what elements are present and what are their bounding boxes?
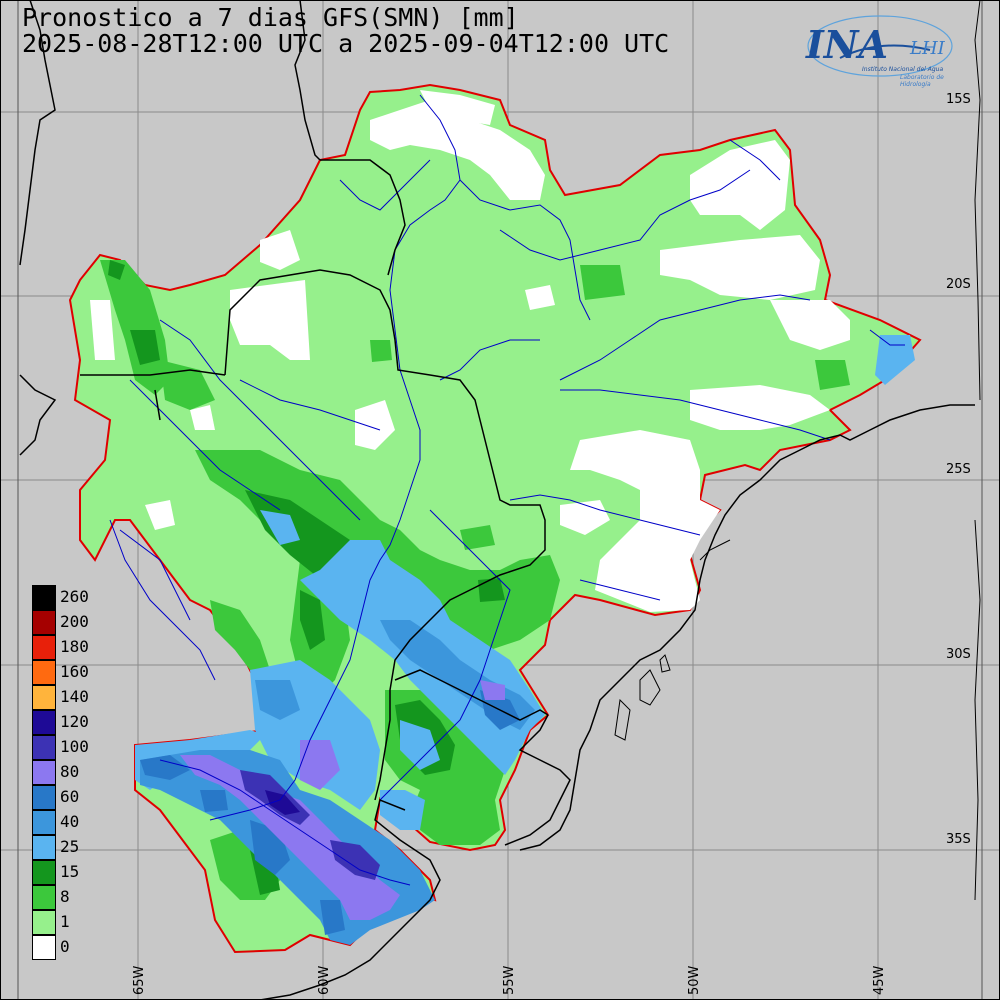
lon-label-65w: 65W: [132, 965, 147, 995]
legend-row: 180: [32, 635, 112, 660]
legend-label: 80: [60, 762, 80, 781]
lon-label-50w: 50W: [687, 965, 702, 995]
legend-swatch: [32, 935, 56, 960]
logo-ina-text: INA: [806, 22, 888, 67]
legend-swatch: [32, 810, 56, 835]
legend-label: 180: [60, 637, 89, 656]
legend-swatch: [32, 910, 56, 935]
legend-row: 15: [32, 860, 112, 885]
ina-lhi-logo: INA LHI Instituto Nacional del Agua Labo…: [800, 8, 970, 88]
legend-swatch: [32, 585, 56, 610]
lon-label-60w: 60W: [317, 965, 332, 995]
legend-label: 1: [60, 912, 70, 931]
precip-80mm-areas: [180, 680, 505, 920]
legend-row: 120: [32, 710, 112, 735]
borders: [19, 0, 975, 1000]
legend-row: 40: [32, 810, 112, 835]
legend-row: 0: [32, 935, 112, 960]
legend-label: 25: [60, 837, 80, 856]
legend-label: 40: [60, 812, 80, 831]
legend-label: 260: [60, 587, 89, 606]
map-date-range: 2025-08-28T12:00 UTC a 2025-09-04T12:00 …: [22, 29, 670, 58]
legend-row: 140: [32, 685, 112, 710]
legend-swatch: [32, 885, 56, 910]
ina-swoosh-icon: [807, 15, 953, 77]
map-title: Pronostico a 7 dias GFS(SMN) [mm]: [22, 3, 519, 32]
legend-swatch: [32, 860, 56, 885]
legend-row: 60: [32, 785, 112, 810]
legend-swatch: [32, 735, 56, 760]
legend-swatch: [32, 685, 56, 710]
legend-label: 200: [60, 612, 89, 631]
lon-label-55w: 55W: [502, 965, 517, 995]
legend-label: 140: [60, 687, 89, 706]
lat-label-20s: 20S: [946, 277, 971, 292]
legend-label: 0: [60, 937, 70, 956]
legend-swatch: [32, 635, 56, 660]
legend-label: 8: [60, 887, 70, 906]
legend-swatch: [32, 660, 56, 685]
lat-label-15s: 15S: [946, 92, 971, 107]
legend-swatch: [32, 760, 56, 785]
legend-row: 160: [32, 660, 112, 685]
legend-label: 100: [60, 737, 89, 756]
legend-row: 25: [32, 835, 112, 860]
legend-row: 200: [32, 610, 112, 635]
lat-label-30s: 30S: [946, 647, 971, 662]
lon-label-45w: 45W: [872, 965, 887, 995]
legend-swatch: [32, 785, 56, 810]
logo-subtitle-ina: Instituto Nacional del Agua: [862, 66, 944, 73]
legend-row: 260: [32, 585, 112, 610]
legend-row: 100: [32, 735, 112, 760]
legend-label: 60: [60, 787, 80, 806]
legend-row: 80: [32, 760, 112, 785]
logo-lhi-text: LHI: [910, 38, 945, 59]
coastline-details: [614, 0, 981, 901]
lat-label-35s: 35S: [946, 832, 971, 847]
legend-label: 120: [60, 712, 89, 731]
legend-swatch: [32, 835, 56, 860]
legend-swatch: [32, 610, 56, 635]
rivers: [109, 94, 905, 886]
precip-legend: 260 200 180 160 140 120 100 80 60 40 25 15 8 1 0: [32, 585, 112, 960]
legend-row: 1: [32, 910, 112, 935]
legend-label: 160: [60, 662, 89, 681]
logo-subtitle-lhi: Laboratorio de Hidrología: [900, 74, 944, 88]
legend-label: 15: [60, 862, 80, 881]
precip-120mm-areas: [265, 790, 300, 815]
legend-swatch: [32, 710, 56, 735]
frame-ticks: [17, 0, 983, 1000]
lat-label-25s: 25S: [946, 462, 971, 477]
legend-row: 8: [32, 885, 112, 910]
